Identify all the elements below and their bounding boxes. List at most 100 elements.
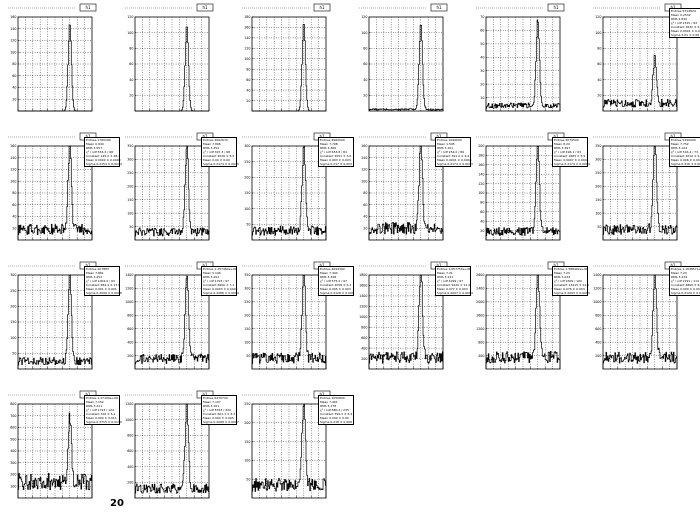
y-tick-label: 80 [246, 67, 250, 71]
y-tick-label: 160 [478, 163, 484, 167]
y-tick-label: 200 [478, 144, 484, 148]
y-tick-label: 60 [12, 203, 16, 207]
stats-line: χ² / ndf 316.4 / 73 [671, 150, 698, 154]
y-tick-label: 800 [478, 340, 484, 344]
stats-line: RMS 3.957 [86, 146, 103, 150]
stats-line: RMS 3.178 [320, 404, 337, 408]
y-tick-label: 40 [129, 78, 133, 82]
histogram-series [252, 24, 326, 112]
stats-line: χ² / ndf 880.2 / 235 [320, 408, 349, 412]
stats-line: RMS 3.348 [320, 275, 337, 279]
histogram-series [368, 24, 444, 111]
y-tick-label: 300 [244, 287, 250, 291]
y-tick-label: 150 [595, 198, 601, 202]
y-tick-label: 1200 [125, 402, 133, 406]
y-tick-label: 160 [244, 26, 250, 30]
y-tick-label: 40 [480, 55, 484, 59]
histogram-title: h1 [85, 263, 91, 268]
y-tick-label: 700 [10, 414, 16, 418]
histogram-svg: h1 20 40 60 80 100 120 [125, 3, 214, 112]
y-tick-label: 1200 [593, 287, 601, 291]
stats-box: Entries 1.057754e+06 Mean 7.21 RMS 3.231 χ²… [435, 266, 473, 296]
y-tick-label: 600 [127, 327, 133, 331]
stats-line: χ² / ndf 397.3 / 98 [203, 150, 230, 154]
stats-line: Sigma 0.218 ± 0.008 [320, 420, 352, 424]
stats-line: Sigma 0.2097 ± 0.0004 [437, 291, 473, 295]
histogram-title: h1 [670, 134, 676, 139]
stats-line: RMS 3.352 [203, 146, 220, 150]
y-tick-label: 600 [10, 426, 16, 430]
stats-line: Sigma 0.2154 ± 0.0044 [86, 162, 122, 166]
histogram-series [134, 403, 210, 498]
stats-line: Entries 4094390 [320, 267, 345, 271]
stats-line: Sigma 0.216 ± 0.006 [671, 162, 700, 166]
y-tick-label: 160 [10, 15, 16, 19]
y-tick-label: 60 [363, 203, 367, 207]
stats-line: Entries 1090000 [437, 138, 462, 142]
y-tick-label: 20 [12, 226, 16, 230]
y-tick-label: 20 [363, 94, 367, 98]
stats-line: Entries 1.057754e+06 [437, 267, 471, 271]
histogram-series [602, 145, 678, 240]
histogram-svg: h1 20 40 60 80 100 120 140 160 180 200 [476, 132, 565, 241]
y-tick-label: 100 [127, 211, 133, 215]
y-tick-label: 50 [480, 42, 484, 46]
stats-line: Mean 7.806 [203, 142, 221, 146]
y-tick-label: 40 [363, 215, 367, 219]
stats-line: Entries 5490000 [671, 138, 696, 142]
y-tick-label: 20 [129, 94, 133, 98]
y-tick-label: 350 [244, 273, 250, 277]
histogram-title: h1 [319, 5, 325, 10]
stats-line: Entries 1.588402e+06 [554, 267, 588, 271]
y-tick-label: 20 [363, 226, 367, 230]
y-tick-label: 200 [244, 176, 250, 180]
y-tick-label: 60 [480, 210, 484, 214]
histogram-series [602, 54, 678, 111]
histogram-panel: h150100150200250300350Entries 5490000Mea… [591, 132, 700, 256]
y-tick-label: 600 [361, 336, 367, 340]
histogram-title: h1 [319, 134, 325, 139]
y-tick-label: 200 [595, 354, 601, 358]
y-tick-label: 200 [595, 184, 601, 188]
y-tick-label: 20 [246, 99, 250, 103]
histogram-svg: h1 10 20 30 40 50 60 70 [476, 3, 565, 112]
y-tick-label: 350 [127, 144, 133, 148]
y-tick-label: 120 [127, 15, 133, 19]
title-box [313, 3, 331, 12]
y-tick-label: 1000 [359, 315, 367, 319]
stats-line: Mean 1.595 [437, 142, 455, 146]
y-tick-label: 140 [244, 36, 250, 40]
stats-line: RMS 3.124 [671, 146, 688, 150]
y-tick-label: 1600 [476, 313, 484, 317]
stats-line: RMS 3.101 [437, 146, 454, 150]
stats-line: Sigma 0.3715 ± 0.0110 [86, 420, 122, 424]
title-box [79, 3, 97, 12]
y-tick-label: 60 [246, 78, 250, 82]
stats-line: χ² / ndf 1515 / 93 [671, 21, 698, 25]
stats-line: Mean 7.21 [437, 271, 453, 275]
stats-line: Mean 0.000 ± 0.00 [320, 416, 349, 420]
stats-line: Mean 0.005 ± 0.003 [320, 287, 351, 291]
y-tick-label: 50 [12, 352, 16, 356]
stats-line: RMS 3.202 [203, 275, 220, 279]
stats-line: Sigma 0.2086 ± 0.0004 [203, 291, 239, 295]
y-tick-label: 50 [246, 223, 250, 227]
y-tick-label: 120 [10, 168, 16, 172]
y-tick-label: 1000 [593, 300, 601, 304]
histogram-svg: h1 200 400 600 800 1000 1200 1400 1600 1800 [359, 261, 448, 370]
stats-line: Constant 584.4 ± 17.8 [86, 283, 121, 287]
stats-line: Constant 9220 ± 11.2 [437, 283, 471, 287]
y-tick-label: 800 [127, 434, 133, 438]
histogram-title: h1 [436, 263, 442, 268]
y-tick-label: 60 [597, 62, 601, 66]
y-tick-label: 100 [595, 31, 601, 35]
y-tick-label: 300 [10, 461, 16, 465]
histogram-panel: h1 20 40 60 80 100 120 140 160 180 [240, 3, 356, 127]
stats-line: Sigma 0.2129 ± 0.0004 [671, 291, 700, 295]
stats-line: Entries 1.163857e+06 [671, 267, 700, 271]
stats-line: χ² / ndf 496.1 / 93 [554, 150, 581, 154]
stats-line: Mean 0.0001 ± 0.0003 [437, 158, 472, 162]
stats-line: RMS 3.234 [671, 275, 688, 279]
